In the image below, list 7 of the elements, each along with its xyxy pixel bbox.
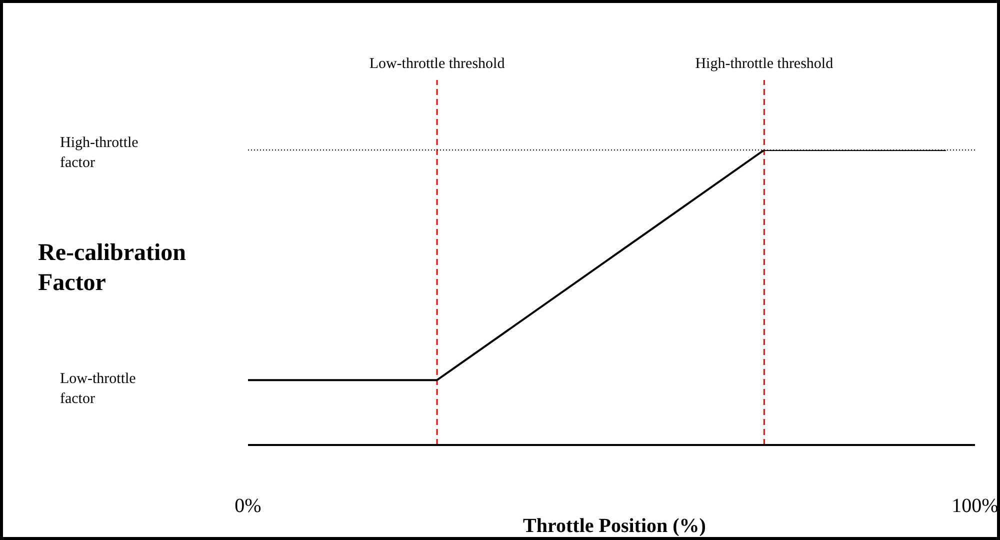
ref-line-label: High-throttle factor: [60, 135, 139, 171]
x-axis-title: Throttle Position (%): [523, 515, 706, 537]
text: Low-throttle factor: [60, 370, 137, 409]
ref-line-label: High-throttle threshold: [695, 56, 834, 72]
y-axis-title: Re-calibration Factor: [38, 239, 187, 298]
x-tick-label: 0%: [234, 495, 262, 518]
ref-line-label: Low-throttle threshold: [369, 56, 506, 72]
